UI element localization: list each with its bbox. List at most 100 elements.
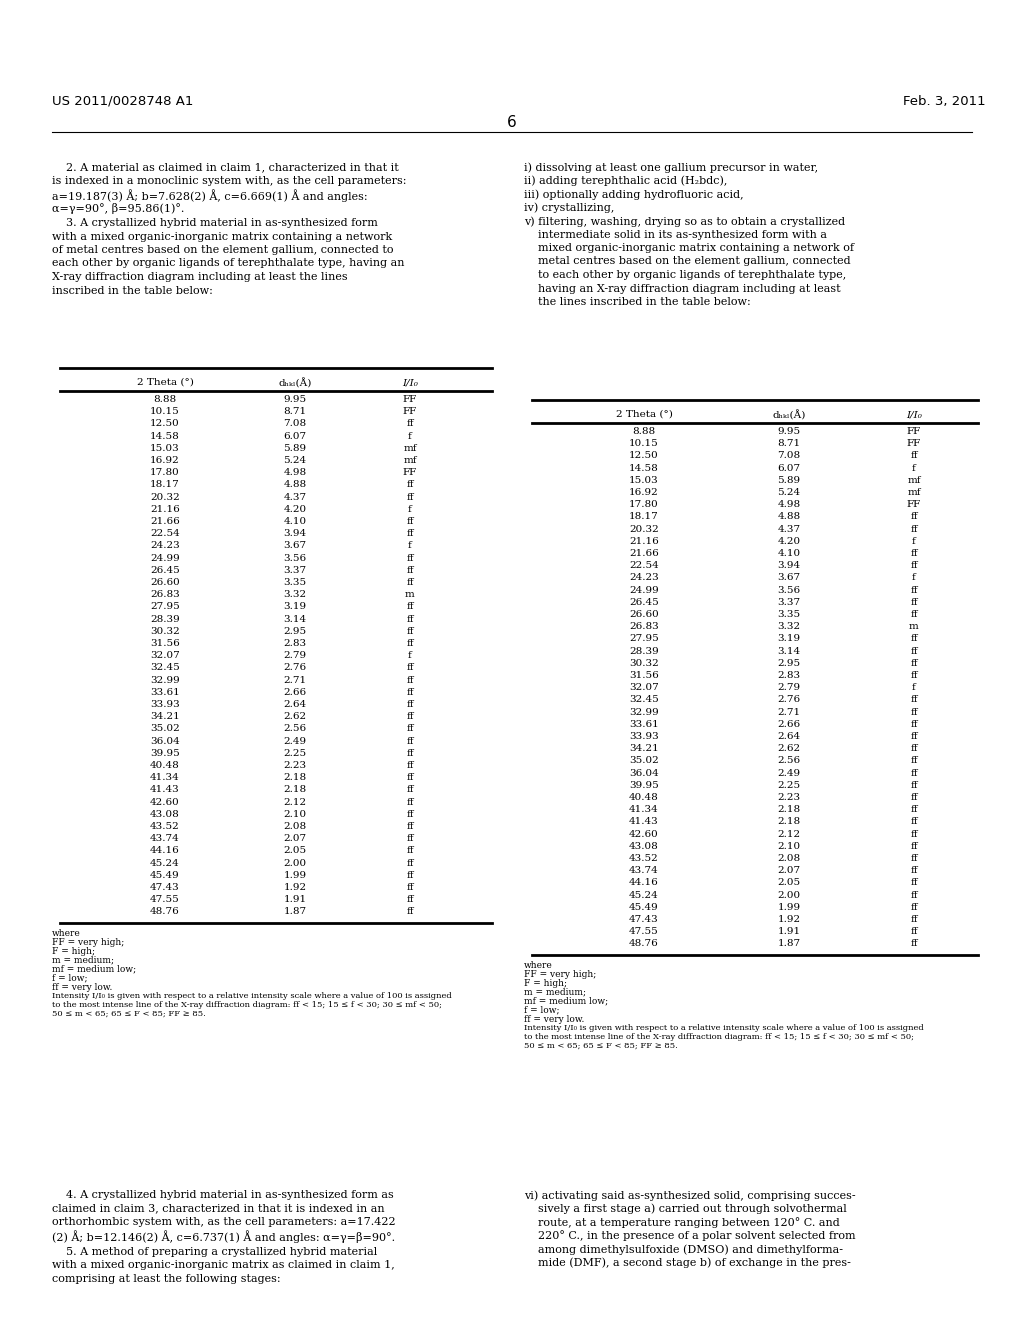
Text: 24.23: 24.23 (151, 541, 180, 550)
Text: 3.14: 3.14 (777, 647, 801, 656)
Text: FF: FF (402, 407, 417, 416)
Text: ff: ff (910, 524, 918, 533)
Text: f: f (409, 651, 412, 660)
Text: 2.64: 2.64 (777, 733, 801, 741)
Text: ff: ff (910, 733, 918, 741)
Text: 2.95: 2.95 (777, 659, 801, 668)
Text: 4.37: 4.37 (284, 492, 306, 502)
Text: 14.58: 14.58 (629, 463, 658, 473)
Text: 30.32: 30.32 (629, 659, 658, 668)
Text: 24.99: 24.99 (629, 586, 658, 594)
Text: 8.88: 8.88 (154, 395, 176, 404)
Text: 32.07: 32.07 (629, 684, 658, 692)
Text: ff: ff (910, 915, 918, 924)
Text: ff: ff (407, 737, 414, 746)
Text: F = high;: F = high; (52, 946, 95, 956)
Text: 3.67: 3.67 (777, 573, 801, 582)
Text: 2.83: 2.83 (777, 671, 801, 680)
Text: 32.99: 32.99 (151, 676, 180, 685)
Text: 8.71: 8.71 (777, 440, 801, 449)
Text: ff: ff (407, 797, 414, 807)
Text: 26.45: 26.45 (629, 598, 658, 607)
Text: f = low;: f = low; (524, 1006, 559, 1015)
Text: mf = medium low;: mf = medium low; (524, 997, 608, 1006)
Text: among dimethylsulfoxide (DMSO) and dimethylforma-: among dimethylsulfoxide (DMSO) and dimet… (524, 1243, 843, 1254)
Text: 40.48: 40.48 (151, 762, 180, 770)
Text: iii) optionally adding hydrofluoric acid,: iii) optionally adding hydrofluoric acid… (524, 189, 743, 199)
Text: 3.37: 3.37 (777, 598, 801, 607)
Text: 42.60: 42.60 (151, 797, 180, 807)
Text: with a mixed organic-inorganic matrix as claimed in claim 1,: with a mixed organic-inorganic matrix as… (52, 1261, 394, 1270)
Text: 2. A material as claimed in claim 1, characterized in that it: 2. A material as claimed in claim 1, cha… (52, 162, 398, 172)
Text: iv) crystallizing,: iv) crystallizing, (524, 202, 614, 213)
Text: ff: ff (910, 586, 918, 594)
Text: 47.43: 47.43 (629, 915, 658, 924)
Text: ff: ff (407, 858, 414, 867)
Text: 2.00: 2.00 (777, 891, 801, 900)
Text: 35.02: 35.02 (629, 756, 658, 766)
Text: 2.18: 2.18 (777, 817, 801, 826)
Text: ff: ff (910, 598, 918, 607)
Text: ff: ff (910, 878, 918, 887)
Text: ff: ff (407, 480, 414, 490)
Text: F = high;: F = high; (524, 978, 567, 987)
Text: v) filtering, washing, drying so as to obtain a crystallized: v) filtering, washing, drying so as to o… (524, 216, 845, 227)
Text: 4. A crystallized hybrid material in as-synthesized form as: 4. A crystallized hybrid material in as-… (52, 1191, 394, 1200)
Text: 2.10: 2.10 (284, 809, 306, 818)
Text: ff: ff (910, 817, 918, 826)
Text: 26.83: 26.83 (629, 622, 658, 631)
Text: 2.07: 2.07 (777, 866, 801, 875)
Text: 3.19: 3.19 (284, 602, 306, 611)
Text: ff: ff (407, 602, 414, 611)
Text: ff: ff (910, 793, 918, 803)
Text: US 2011/0028748 A1: US 2011/0028748 A1 (52, 95, 194, 108)
Text: 36.04: 36.04 (151, 737, 180, 746)
Text: 1.92: 1.92 (777, 915, 801, 924)
Text: 26.83: 26.83 (151, 590, 180, 599)
Text: 2.12: 2.12 (284, 797, 306, 807)
Text: FF = very high;: FF = very high; (52, 937, 124, 946)
Text: ff: ff (407, 420, 414, 429)
Text: 3.67: 3.67 (284, 541, 306, 550)
Text: ff: ff (407, 492, 414, 502)
Text: ff: ff (910, 744, 918, 754)
Text: ff: ff (407, 700, 414, 709)
Text: 17.80: 17.80 (151, 469, 180, 478)
Text: ff: ff (407, 517, 414, 525)
Text: ff: ff (407, 774, 414, 783)
Text: the lines inscribed in the table below:: the lines inscribed in the table below: (524, 297, 751, 308)
Text: f = low;: f = low; (52, 974, 87, 982)
Text: 6: 6 (507, 115, 517, 129)
Text: 2.18: 2.18 (284, 774, 306, 783)
Text: 21.66: 21.66 (151, 517, 180, 525)
Text: 2.18: 2.18 (284, 785, 306, 795)
Text: ff: ff (407, 895, 414, 904)
Text: 18.17: 18.17 (151, 480, 180, 490)
Text: I/I₀: I/I₀ (906, 411, 922, 418)
Text: 12.50: 12.50 (629, 451, 658, 461)
Text: 1.87: 1.87 (284, 907, 306, 916)
Text: ff: ff (407, 578, 414, 587)
Text: f: f (409, 432, 412, 441)
Text: dₕₖₗ(Å): dₕₖₗ(Å) (772, 411, 806, 420)
Text: mide (DMF), a second stage b) of exchange in the pres-: mide (DMF), a second stage b) of exchang… (524, 1258, 851, 1269)
Text: 33.61: 33.61 (151, 688, 180, 697)
Text: 41.43: 41.43 (151, 785, 180, 795)
Text: 2.76: 2.76 (777, 696, 801, 705)
Text: 4.20: 4.20 (284, 504, 306, 513)
Text: with a mixed organic-inorganic matrix containing a network: with a mixed organic-inorganic matrix co… (52, 231, 392, 242)
Text: 8.71: 8.71 (284, 407, 306, 416)
Text: 32.99: 32.99 (629, 708, 658, 717)
Text: 3.19: 3.19 (777, 635, 801, 643)
Text: 43.52: 43.52 (629, 854, 658, 863)
Text: 2.62: 2.62 (284, 713, 306, 721)
Text: 28.39: 28.39 (151, 615, 180, 623)
Text: ff: ff (910, 768, 918, 777)
Text: 9.95: 9.95 (284, 395, 306, 404)
Text: m = medium;: m = medium; (52, 956, 114, 965)
Text: 220° C., in the presence of a polar solvent selected from: 220° C., in the presence of a polar solv… (524, 1230, 856, 1241)
Text: 2.05: 2.05 (777, 878, 801, 887)
Text: 2.00: 2.00 (284, 858, 306, 867)
Text: 2.64: 2.64 (284, 700, 306, 709)
Text: 4.88: 4.88 (777, 512, 801, 521)
